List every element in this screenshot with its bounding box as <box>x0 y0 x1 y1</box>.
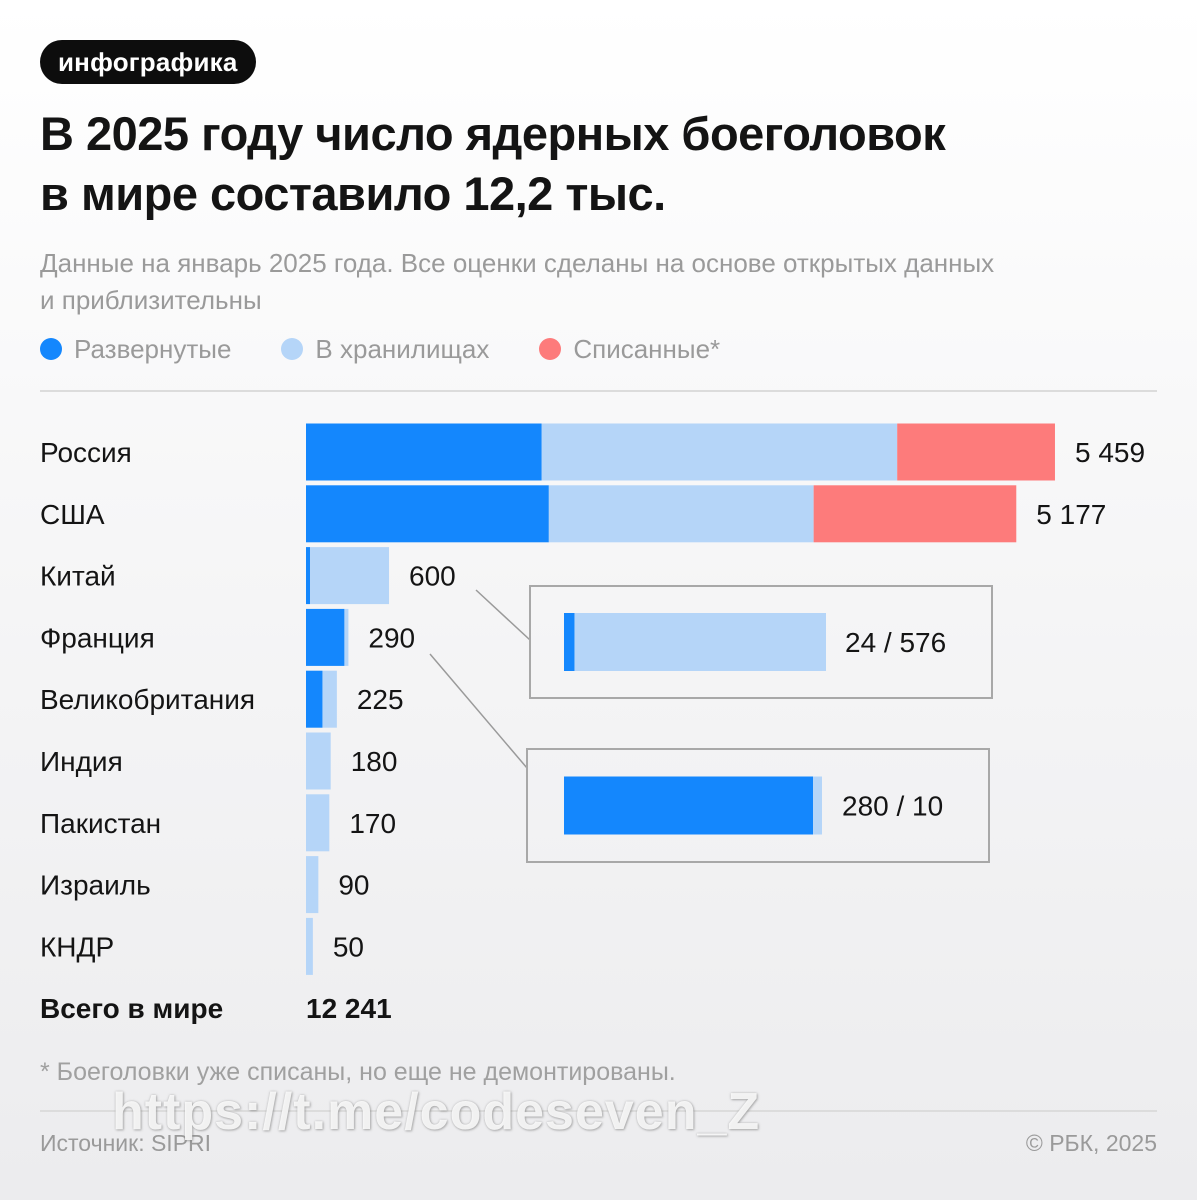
bar-segment-deployed <box>306 547 310 605</box>
category-label: КНДР <box>40 931 114 962</box>
bar-segment-stored <box>548 485 814 543</box>
legend-item-deployed: Развернутые <box>40 334 231 365</box>
footnote: * Боеголовки уже списаны, но еще не демо… <box>40 1058 676 1086</box>
top-divider <box>40 390 1157 392</box>
bar-segment-stored <box>344 608 349 666</box>
bar-segment-deployed <box>306 485 549 543</box>
legend-label-deployed: Развернутые <box>74 333 232 364</box>
source-label: Источник: SIPRI <box>40 1130 212 1156</box>
legend-dot-stored-icon <box>281 338 304 360</box>
page-title: В 2025 году число ядерных боеголовок в м… <box>40 104 1150 224</box>
title-line-1: В 2025 году число ядерных боеголовок <box>40 107 946 160</box>
bar-total-label: 5 459 <box>1075 437 1145 468</box>
bar-segment-deployed <box>306 423 542 481</box>
bar-segment-stored <box>306 856 319 914</box>
bar-segment-retired <box>897 423 1055 481</box>
callout-value-label: 280 / 10 <box>842 791 943 822</box>
watermark-link[interactable]: https://t.me/codeseven_Z <box>112 1083 761 1141</box>
bar-segment-stored <box>541 423 898 481</box>
bar-segment-stored <box>306 917 313 975</box>
bar-total-label: 170 <box>349 808 396 839</box>
subtitle-line-1: Данные на январь 2025 года. Все оценки с… <box>40 248 995 278</box>
category-label: США <box>40 499 105 530</box>
bar-total-label: 50 <box>333 931 364 962</box>
category-label: Израиль <box>40 870 151 901</box>
bar-total-label: 90 <box>338 870 369 901</box>
stacked-bar-chart: Россия 5 459 США 5 177 Китай 600 Франция 290 Вел… <box>40 423 1145 1024</box>
legend-item-stored: В хранилищах <box>281 334 489 365</box>
bottom-divider <box>40 1110 1157 1112</box>
callout-bar-deployed <box>564 613 575 671</box>
bar-segment-stored <box>310 547 390 605</box>
legend-item-retired: Списанные* <box>539 334 720 365</box>
bar-total-label: 5 177 <box>1036 499 1106 530</box>
callout-bar-stored <box>813 776 822 835</box>
callout-leader-line <box>475 589 531 641</box>
title-line-2: в мире составило 12,2 тыс. <box>40 167 666 220</box>
bar-total-label: 225 <box>357 684 404 715</box>
bar-total-label: 600 <box>409 561 456 592</box>
callout-value-label: 24 / 576 <box>845 627 946 658</box>
total-value: 12 241 <box>306 993 392 1024</box>
category-label: Великобритания <box>40 684 255 715</box>
bar-total-label: 180 <box>351 746 398 777</box>
bar-segment-deployed <box>306 608 345 666</box>
category-label: Китай <box>40 561 116 592</box>
legend-dot-retired-icon <box>539 338 562 360</box>
legend-dot-deployed-icon <box>40 338 62 360</box>
bar-segment-stored <box>322 670 337 728</box>
subtitle: Данные на январь 2025 года. Все оценки с… <box>40 245 1140 319</box>
callout-box <box>526 748 990 863</box>
category-label: Индия <box>40 746 123 777</box>
callout-box <box>529 585 993 699</box>
total-label: Всего в мире <box>40 993 223 1024</box>
infographic-badge: инфографика <box>40 40 256 84</box>
subtitle-line-2: и приблизительны <box>40 285 262 315</box>
legend-label-retired: Списанные* <box>573 333 721 364</box>
copyright-label: © РБК, 2025 <box>1025 1130 1157 1156</box>
category-label: Франция <box>40 622 155 653</box>
category-label: Россия <box>40 437 132 468</box>
bar-segment-retired <box>813 485 1017 543</box>
bar-segment-stored <box>306 794 330 852</box>
bar-segment-deployed <box>306 670 323 728</box>
callout-leader-line <box>429 653 528 769</box>
bar-total-label: 290 <box>368 622 415 653</box>
chart-legend: Развернутые В хранилищах Списанные* <box>40 332 770 366</box>
category-label: Пакистан <box>40 808 161 839</box>
callout-bar-stored <box>574 613 826 671</box>
callout-bar-deployed <box>564 776 814 835</box>
legend-label-stored: В хранилищах <box>315 333 490 364</box>
bar-segment-stored <box>306 732 331 790</box>
